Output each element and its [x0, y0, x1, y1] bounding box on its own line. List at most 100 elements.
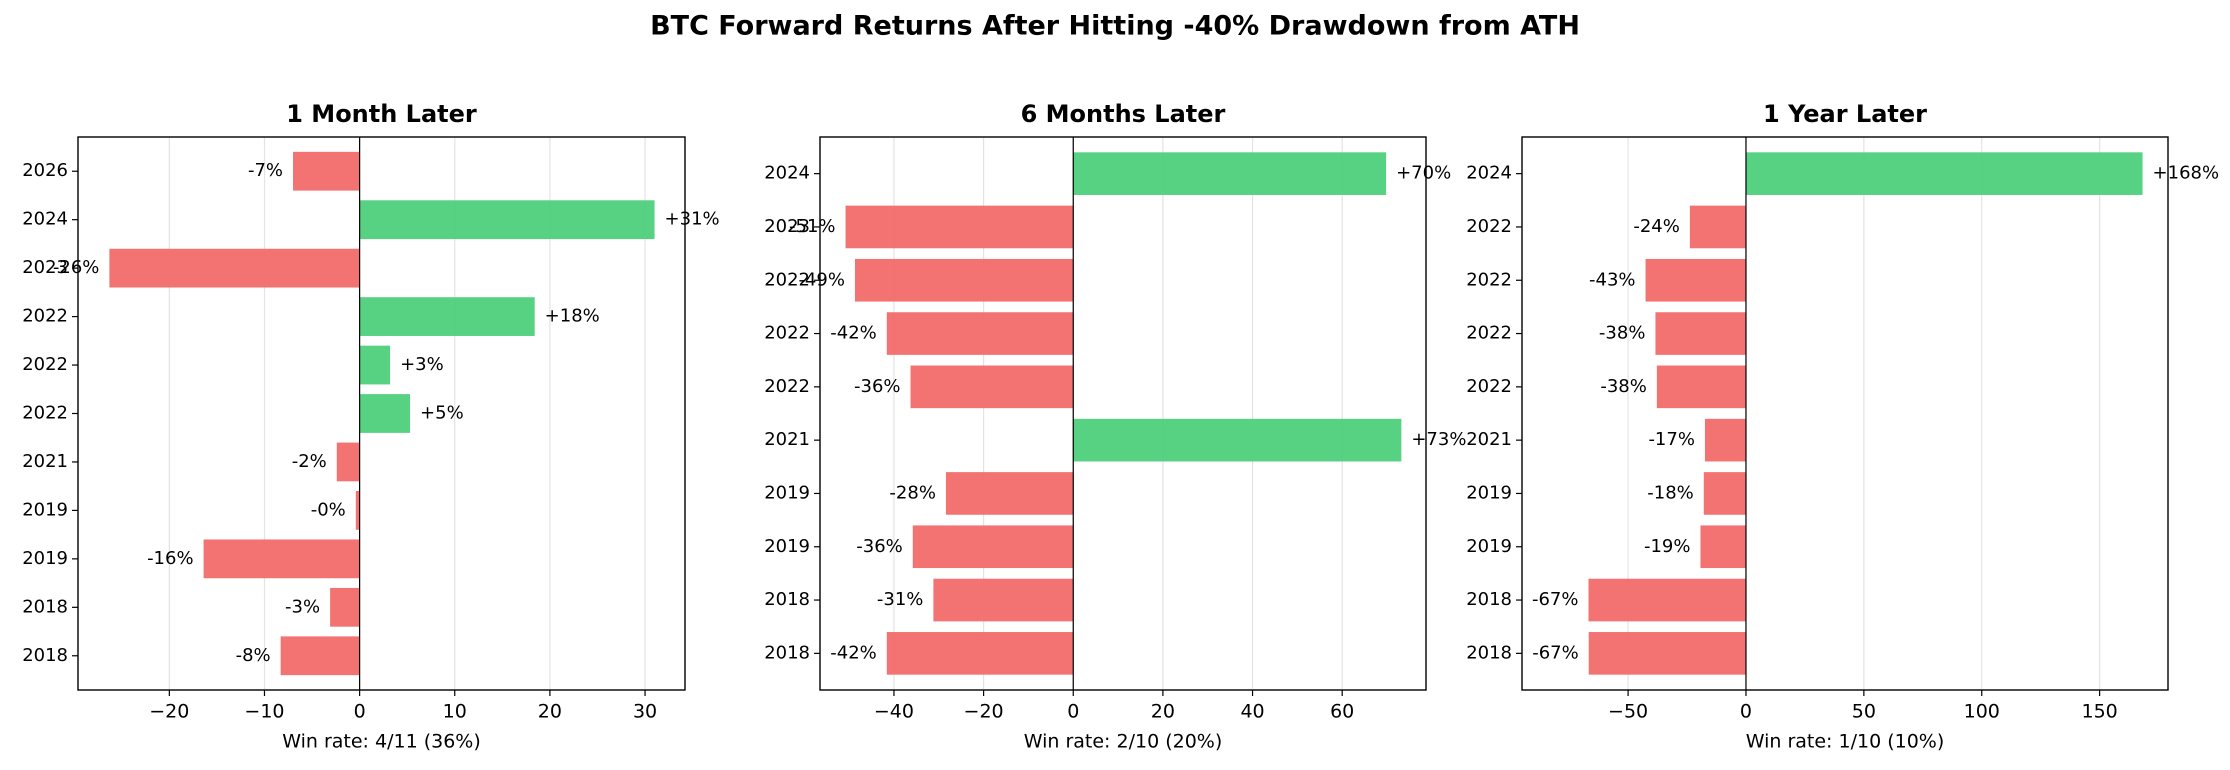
value-label: -24%: [1633, 216, 1680, 237]
x-tick-label: −20: [149, 701, 189, 723]
value-label: +3%: [400, 354, 444, 375]
value-label: -8%: [236, 645, 271, 666]
bar: [293, 151, 360, 191]
y-tick-label: 2019: [1466, 536, 1512, 557]
figure-title: BTC Forward Returns After Hitting -40% D…: [650, 11, 1580, 42]
y-tick-label: 2022: [1466, 269, 1512, 290]
x-tick-label: −20: [964, 701, 1004, 723]
bar: [854, 258, 1074, 302]
x-axis-label: Win rate: 4/11 (36%): [282, 731, 481, 753]
y-tick-label: 2022: [1466, 216, 1512, 237]
y-tick-label: 2024: [764, 163, 810, 184]
bar: [336, 442, 360, 482]
x-tick-label: −10: [244, 701, 284, 723]
x-tick-label: 20: [1151, 701, 1175, 723]
bar: [280, 636, 360, 676]
x-tick-label: 20: [538, 701, 562, 723]
value-label: -67%: [1532, 589, 1579, 610]
value-label: -18%: [1647, 482, 1694, 503]
bar: [359, 394, 411, 433]
value-label: +73%: [1411, 429, 1466, 450]
bar: [945, 472, 1074, 515]
y-tick-label: 2021: [22, 451, 68, 472]
bar: [1645, 258, 1746, 302]
x-axis-label: Win rate: 2/10 (20%): [1024, 731, 1223, 753]
x-tick-label: 40: [1240, 701, 1264, 723]
value-label: -67%: [1532, 642, 1579, 663]
bar: [933, 578, 1074, 622]
axes-title: 1 Year Later: [1763, 100, 1927, 128]
value-label: +18%: [545, 306, 600, 327]
x-tick-label: 10: [443, 701, 467, 723]
value-label: -42%: [830, 323, 877, 344]
value-label: -38%: [1599, 323, 1646, 344]
y-tick-label: 2018: [1466, 589, 1512, 610]
y-tick-label: 2023: [764, 216, 810, 237]
y-tick-label: 2019: [764, 482, 810, 503]
value-label: -7%: [248, 160, 283, 181]
y-tick-label: 2021: [1466, 429, 1512, 450]
bar: [359, 200, 655, 240]
bar: [109, 248, 360, 288]
y-tick-label: 2018: [1466, 642, 1512, 663]
y-tick-label: 2022: [764, 323, 810, 344]
value-label: -49%: [798, 269, 845, 290]
x-tick-label: 60: [1330, 701, 1354, 723]
bar: [912, 525, 1074, 569]
y-tick-label: 2022: [1466, 323, 1512, 344]
y-tick-label: 2022: [22, 403, 68, 424]
bar: [330, 587, 360, 627]
y-tick-label: 2022: [22, 306, 68, 327]
value-label: -36%: [856, 536, 903, 557]
value-label: -16%: [147, 548, 194, 569]
x-tick-label: 50: [1852, 701, 1876, 723]
value-label: -19%: [1644, 536, 1691, 557]
y-tick-label: 2019: [22, 499, 68, 520]
x-tick-label: 0: [1740, 701, 1752, 723]
bar: [1656, 365, 1746, 409]
value-label: -36%: [854, 376, 901, 397]
bar: [1588, 632, 1746, 675]
value-label: +168%: [2153, 163, 2220, 184]
y-tick-label: 2024: [22, 209, 68, 230]
value-label: -26%: [53, 257, 100, 278]
y-tick-label: 2021: [764, 429, 810, 450]
bar: [1689, 205, 1746, 249]
value-label: +5%: [420, 403, 464, 424]
x-tick-label: 100: [1964, 701, 2000, 723]
y-tick-label: 2022: [1466, 376, 1512, 397]
value-label: -38%: [1600, 376, 1647, 397]
y-tick-label: 2023: [22, 257, 68, 278]
axes-frame: [819, 136, 1427, 691]
value-label: +31%: [665, 209, 720, 230]
bar: [203, 539, 360, 579]
y-tick-label: 2024: [1466, 163, 1512, 184]
bar: [1073, 152, 1387, 195]
bar: [910, 365, 1074, 409]
value-label: +70%: [1396, 163, 1451, 184]
bar: [1588, 578, 1746, 622]
axes-frame: [1521, 136, 2169, 691]
bar: [1745, 152, 2143, 195]
bar: [845, 205, 1074, 249]
x-tick-label: −50: [1608, 701, 1648, 723]
bar: [359, 345, 391, 385]
value-label: -51%: [789, 216, 836, 237]
x-tick-label: 0: [1067, 701, 1079, 723]
bar: [886, 312, 1074, 355]
x-tick-label: 30: [633, 701, 657, 723]
bar: [355, 491, 360, 530]
value-label: -3%: [285, 596, 320, 617]
y-tick-label: 2018: [22, 645, 68, 666]
y-tick-label: 2022: [764, 269, 810, 290]
x-axis-label: Win rate: 1/10 (10%): [1746, 731, 1945, 753]
y-tick-label: 2022: [22, 354, 68, 375]
y-tick-label: 2019: [1466, 482, 1512, 503]
y-tick-label: 2018: [22, 596, 68, 617]
y-tick-label: 2019: [764, 536, 810, 557]
bar: [886, 632, 1074, 675]
value-label: -2%: [292, 451, 327, 472]
bar: [1703, 472, 1746, 515]
